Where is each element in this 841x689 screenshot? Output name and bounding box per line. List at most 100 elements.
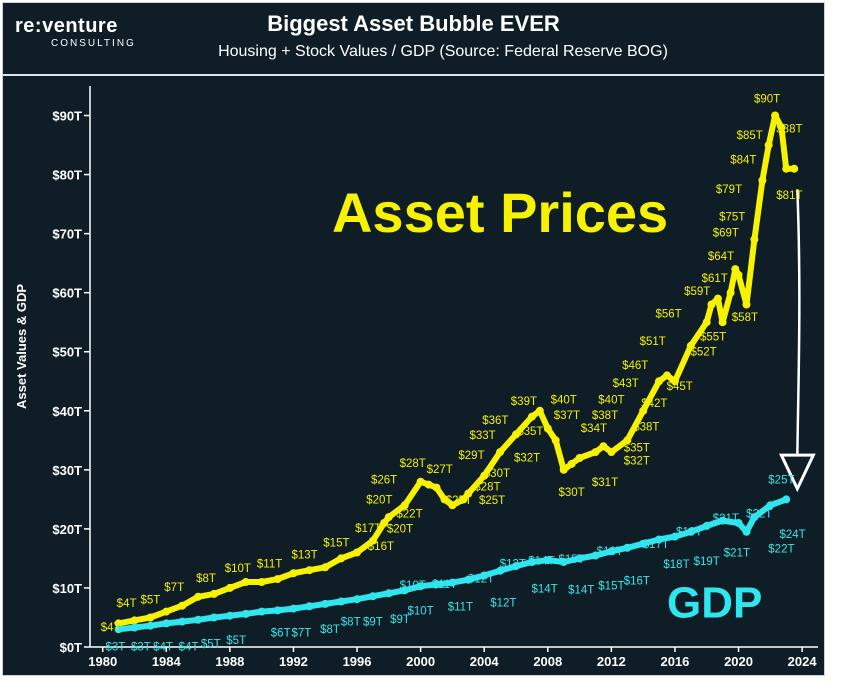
asset-data-label: $25T bbox=[479, 495, 505, 507]
asset-data-label: $29T bbox=[458, 450, 484, 462]
gdp-data-point bbox=[416, 582, 425, 591]
asset-prices-data-point bbox=[210, 589, 218, 598]
asset-prices-data-point bbox=[686, 341, 695, 350]
gdp-data-point bbox=[686, 527, 695, 536]
gdp-data-point bbox=[210, 613, 218, 622]
asset-data-label: $59T bbox=[684, 286, 710, 298]
asset-data-label: $4T bbox=[101, 622, 121, 634]
y-tick-label: $20T bbox=[52, 522, 82, 537]
asset-data-label: $37T bbox=[554, 410, 580, 422]
gdp-data-label: $9T bbox=[363, 617, 383, 629]
gdp-data-label: $22T bbox=[746, 509, 772, 521]
y-tick-label: $30T bbox=[52, 463, 82, 478]
asset-prices-data-point bbox=[591, 448, 600, 457]
gdp-data-point bbox=[241, 609, 250, 618]
asset-prices-data-point bbox=[575, 454, 584, 462]
asset-data-label: $32T bbox=[624, 456, 650, 468]
asset-prices-data-point bbox=[241, 578, 250, 586]
asset-data-label: $25T bbox=[446, 495, 472, 507]
gdp-data-label: $5T bbox=[201, 639, 221, 651]
gdp-data-point bbox=[702, 521, 711, 530]
y-axis-label: Asset Values & GDP bbox=[14, 284, 29, 409]
asset-prices-data-point bbox=[337, 554, 346, 563]
gdp-data-point bbox=[257, 607, 266, 616]
asset-data-label: $28T bbox=[400, 458, 426, 470]
asset-data-label: $20T bbox=[387, 523, 413, 535]
asset-data-label: $30T bbox=[484, 468, 510, 480]
gdp-data-point bbox=[448, 578, 457, 587]
x-tick-label: 1992 bbox=[279, 654, 308, 669]
asset-prices-data-point bbox=[496, 448, 505, 457]
gdp-data-label: $19T bbox=[694, 556, 720, 568]
x-tick-label: 2012 bbox=[597, 654, 626, 669]
gdp-data-point bbox=[575, 554, 584, 563]
asset-prices-data-point bbox=[551, 436, 560, 445]
gdp-data-point bbox=[766, 501, 775, 510]
gdp-data-point bbox=[782, 495, 791, 504]
asset-prices-data-point bbox=[459, 495, 468, 504]
gdp-data-point bbox=[543, 556, 552, 565]
asset-prices-data-point bbox=[273, 575, 282, 584]
asset-prices-data-point bbox=[750, 235, 759, 244]
gdp-data-label: $12T bbox=[468, 574, 494, 586]
asset-prices-data-point bbox=[639, 406, 648, 415]
gdp-data-point bbox=[655, 535, 663, 544]
gdp-data-point bbox=[718, 516, 727, 525]
gdp-data-point bbox=[337, 597, 346, 606]
asset-data-label: $58T bbox=[732, 312, 758, 324]
x-tick-label: 2016 bbox=[660, 654, 689, 669]
asset-prices-data-point bbox=[464, 489, 473, 498]
asset-prices-data-point bbox=[771, 111, 780, 120]
asset-data-label: $11T bbox=[257, 558, 282, 570]
gdp-data-point bbox=[639, 539, 648, 548]
asset-data-label: $17T bbox=[355, 523, 381, 535]
y-tick-label: $60T bbox=[52, 286, 82, 301]
asset-prices-data-point bbox=[305, 566, 314, 575]
gdp-data-point bbox=[750, 513, 759, 522]
asset-data-label: $32T bbox=[514, 453, 540, 465]
asset-prices-data-point bbox=[527, 412, 536, 421]
asset-prices-data-point bbox=[718, 318, 727, 327]
asset-prices-data-point bbox=[194, 592, 203, 601]
asset-prices-data-point bbox=[790, 164, 799, 173]
asset-data-label: $35T bbox=[517, 426, 543, 438]
y-tick-label: $40T bbox=[52, 404, 82, 419]
asset-prices-data-point bbox=[742, 300, 751, 309]
gdp-data-point bbox=[368, 592, 377, 601]
gdp-data-label: $9T bbox=[390, 614, 410, 626]
gdp-data-point bbox=[432, 580, 441, 589]
asset-prices-data-point bbox=[480, 471, 489, 480]
asset-prices-data-point bbox=[114, 619, 123, 628]
gdp-data-point bbox=[225, 611, 234, 620]
y-tick-label: $80T bbox=[52, 168, 82, 183]
asset-prices-data-point bbox=[162, 607, 171, 616]
chart-header: re:venture CONSULTING Biggest Asset Bubb… bbox=[3, 3, 824, 76]
asset-prices-data-point bbox=[448, 501, 457, 510]
gdp-data-label: $19T bbox=[676, 526, 702, 538]
gdp-data-point bbox=[384, 589, 393, 598]
y-tick-label: $10T bbox=[52, 581, 82, 596]
gdp-data-point bbox=[734, 519, 743, 527]
asset-prices-data-point bbox=[512, 430, 520, 439]
asset-prices-data-point bbox=[440, 495, 449, 504]
gdp-data-label: $14T bbox=[528, 555, 554, 567]
asset-prices-data-point bbox=[559, 465, 568, 474]
asset-data-label: $39T bbox=[511, 396, 537, 408]
asset-data-label: $38T bbox=[633, 421, 659, 433]
gdp-data-label: $14T bbox=[568, 584, 594, 596]
gdp-data-label: $15T bbox=[598, 581, 624, 593]
brand-logo: re:venture CONSULTING bbox=[15, 15, 136, 49]
asset-prices-data-point bbox=[353, 548, 361, 557]
gdp-data-label: $11T bbox=[448, 601, 473, 613]
asset-data-label: $20T bbox=[366, 495, 392, 507]
gdp-data-point bbox=[305, 602, 314, 611]
gdp-data-label: $14T bbox=[531, 584, 557, 596]
gdp-data-label: $10T bbox=[400, 580, 426, 592]
asset-prices-data-point bbox=[663, 371, 671, 380]
gdp-data-label: $21T bbox=[724, 548, 750, 560]
asset-data-label: $43T bbox=[613, 378, 639, 390]
asset-prices-data-point bbox=[702, 318, 711, 327]
y-tick-label: $50T bbox=[52, 345, 82, 360]
asset-data-label: $26T bbox=[371, 474, 397, 486]
